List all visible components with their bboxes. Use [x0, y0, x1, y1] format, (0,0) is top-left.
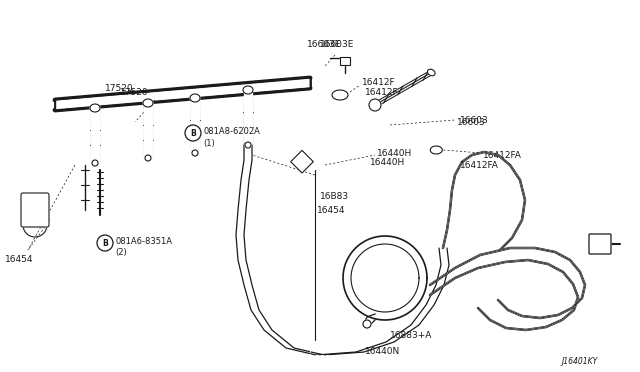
Text: 081A6-8351A: 081A6-8351A [115, 237, 172, 246]
FancyBboxPatch shape [21, 193, 49, 227]
Text: 16412F: 16412F [362, 77, 396, 87]
Polygon shape [244, 92, 252, 142]
Ellipse shape [428, 69, 435, 76]
Text: 16603E: 16603E [307, 39, 341, 48]
Ellipse shape [92, 160, 98, 166]
Bar [291, 150, 314, 173]
Text: 16883+A: 16883+A [390, 330, 433, 340]
Circle shape [369, 99, 381, 111]
Bar [310, 200, 465, 355]
Circle shape [97, 235, 113, 251]
Text: 16440H: 16440H [370, 157, 405, 167]
Circle shape [185, 125, 201, 141]
Bar [340, 57, 350, 65]
Ellipse shape [332, 90, 348, 100]
FancyBboxPatch shape [589, 234, 611, 254]
Text: 16440N: 16440N [365, 347, 400, 356]
Text: 16603: 16603 [460, 115, 489, 125]
Text: 16412FA: 16412FA [460, 160, 499, 170]
Ellipse shape [190, 94, 200, 102]
Text: 16603E: 16603E [320, 39, 355, 48]
Ellipse shape [143, 99, 153, 107]
Text: 16412F: 16412F [365, 87, 399, 96]
Text: 17520: 17520 [105, 83, 134, 93]
Text: 16440H: 16440H [377, 148, 412, 157]
Text: 16B83: 16B83 [320, 192, 349, 201]
Text: (2): (2) [115, 248, 127, 257]
Text: 081A8-6202A: 081A8-6202A [203, 126, 260, 135]
Text: 16454: 16454 [5, 256, 33, 264]
Polygon shape [91, 110, 99, 160]
Bar [291, 150, 314, 173]
Text: 17520: 17520 [120, 87, 148, 96]
Ellipse shape [245, 142, 251, 148]
Ellipse shape [430, 146, 442, 154]
Text: 16412FA: 16412FA [483, 151, 522, 160]
Ellipse shape [243, 86, 253, 94]
Polygon shape [56, 79, 309, 109]
Circle shape [363, 320, 371, 328]
Ellipse shape [192, 150, 198, 156]
Text: (1): (1) [203, 138, 215, 148]
Ellipse shape [145, 155, 151, 161]
Text: 16454: 16454 [317, 205, 346, 215]
Polygon shape [191, 100, 199, 150]
Text: B: B [190, 128, 196, 138]
Ellipse shape [90, 104, 100, 112]
Text: B: B [102, 238, 108, 247]
Text: J16401KY: J16401KY [562, 357, 598, 366]
Polygon shape [144, 105, 152, 155]
Bar [340, 57, 350, 65]
Text: 16603: 16603 [457, 118, 486, 126]
